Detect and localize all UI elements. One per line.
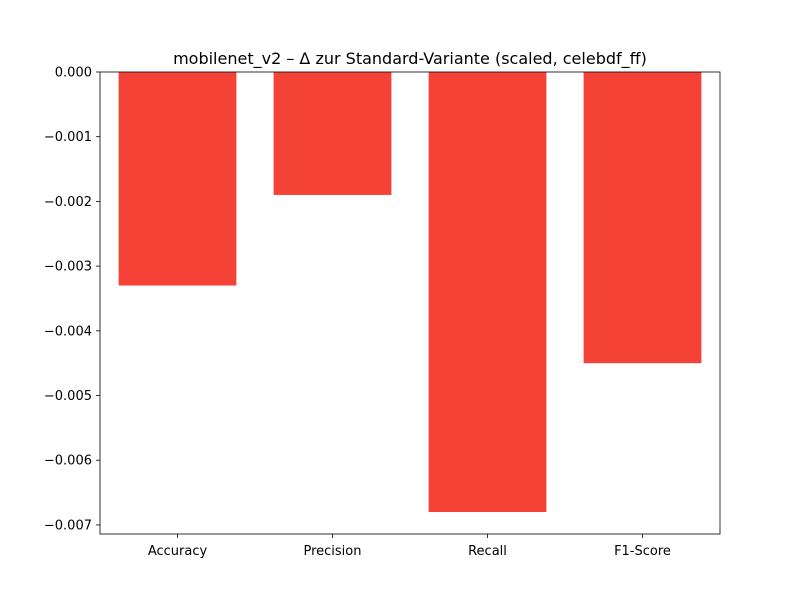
chart-title: mobilenet_v2 – Δ zur Standard-Variante (… (173, 49, 647, 69)
axes-group: Accuracy Precision Recall F1-Score 0.000 −0.0… (44, 66, 721, 559)
y-tick-label: 0.000 (55, 66, 92, 81)
bar-precision (273, 72, 392, 195)
y-tick-label: −0.003 (44, 260, 92, 275)
bar-accuracy (118, 72, 237, 286)
y-tick-label: −0.007 (44, 518, 92, 533)
x-tick-label: F1-Score (614, 544, 671, 559)
y-tick-label: −0.001 (44, 130, 92, 145)
x-tick-label: Recall (468, 544, 507, 559)
y-tick-label: −0.002 (44, 195, 92, 210)
y-tick-label: −0.004 (44, 324, 92, 339)
plot-frame (99, 71, 721, 535)
y-tick-label: −0.006 (44, 454, 92, 469)
bar-recall (428, 72, 547, 512)
bar-f1-score (583, 72, 702, 364)
y-tick-label: −0.005 (44, 389, 92, 404)
x-tick-label: Precision (303, 544, 361, 559)
bars-group (118, 72, 702, 512)
x-tick-label: Accuracy (148, 544, 208, 559)
